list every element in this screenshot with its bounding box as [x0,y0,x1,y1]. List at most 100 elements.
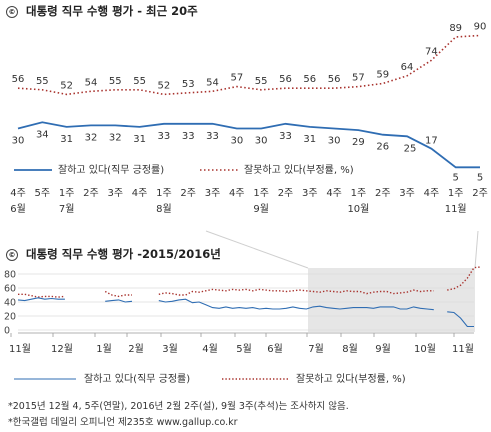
y-tick-label: 20 [4,312,16,323]
x-tick-label: 2주 [83,188,99,199]
sub-chart-title-text: 대통령 직무 수행 평가 -2015/2016년 [26,247,221,261]
x-month-label: 10월 [414,343,436,355]
x-month-label: 9월 [253,203,269,215]
x-month-label: 10월 [347,203,369,215]
disapproval-data-label: 55 [36,76,49,87]
disapproval-data-label: 90 [474,22,487,33]
disapproval-data-label: 52 [158,80,171,91]
approval-data-label: 17 [425,136,438,147]
approval-data-label: 30 [255,136,268,147]
footnote-source: *한국갤럽 데일리 오피니언 제235호 www.gallup.co.kr [8,417,238,428]
approval-data-label: 25 [404,143,417,154]
approval-data-label: 32 [85,132,98,143]
y-tick-label: 80 [4,270,16,281]
disapproval-data-label: 64 [401,62,414,73]
x-month-label: 11월 [445,203,467,215]
x-month-label: 6월 [267,343,283,355]
approval-data-label: 33 [206,131,219,142]
disapproval-data-label: 89 [449,23,462,34]
x-tick-label: 1주 [156,188,172,199]
disapproval-data-label: 54 [85,77,98,88]
approval-data-label: 33 [182,131,195,142]
approval-data-label: 33 [158,131,171,142]
y-tick-label: 60 [4,284,16,295]
approval-data-label: 5 [477,172,483,183]
x-tick-label: 2주 [375,188,391,199]
zoom-connector-right [474,230,479,269]
main-chart-title-text: 대통령 직무 수행 평가 - 최근 20주 [26,4,198,18]
x-month-label: 3월 [162,343,178,355]
x-tick-label: 4주 [132,188,148,199]
copyright-icon: © [6,249,18,261]
disapproval-line [17,34,481,96]
approval-data-label: 31 [303,134,316,145]
disapproval-data-label: 53 [182,79,195,90]
disapproval-data-label: 55 [109,76,122,87]
approval-data-label: 32 [109,132,122,143]
x-month-label: 1월 [96,343,112,355]
approval-data-label: 29 [352,137,365,148]
x-month-label: 6월 [10,203,26,215]
zoom-connector-left [205,230,309,269]
y-tick-label: 40 [4,298,16,309]
approval-data-label: 34 [36,129,49,140]
main-chart-title: © 대통령 직무 수행 평가 - 최근 20주 [6,3,198,19]
x-tick-label: 4주 [10,188,26,199]
approval-data-label: 30 [230,136,243,147]
disapproval-data-label: 57 [352,73,365,84]
approval-data-label: 30 [12,136,25,147]
x-tick-label: 3주 [399,188,415,199]
legend2-disapproval-label: 잘못하고 있다(부정률, %) [296,372,406,385]
x-tick-label: 1주 [351,188,367,199]
legend2-approval-label: 잘하고 있다(직무 긍정률) [84,372,190,385]
history-disapproval-line [18,266,481,298]
x-tick-label: 1주 [448,188,464,199]
x-tick-label: 3주 [302,188,318,199]
x-tick-label: 1주 [253,188,269,199]
approval-data-label: 33 [279,131,292,142]
x-tick-label: 4주 [229,188,245,199]
x-month-label: 8월 [342,343,358,355]
x-tick-label: 5주 [35,188,51,199]
disapproval-data-label: 56 [303,74,316,85]
x-tick-label: 3주 [205,188,221,199]
approval-data-label: 26 [376,142,389,153]
highlight-region [308,268,475,332]
x-month-label: 2월 [128,343,144,355]
x-tick-label: 3주 [107,188,123,199]
copyright-icon: © [6,6,18,18]
x-tick-label: 4주 [424,188,440,199]
x-month-label: 8월 [156,203,172,215]
disapproval-data-label: 56 [328,74,341,85]
x-month-label: 9월 [375,343,391,355]
disapproval-data-label: 56 [279,74,292,85]
x-month-label: 11월 [9,343,31,355]
footnote-survey: *2015년 12월 4, 5주(연말), 2016년 2월 2주(설), 9월… [8,401,349,412]
approval-line [17,121,480,169]
legend-approval-label: 잘하고 있다(직무 긍정률) [58,163,164,176]
approval-data-label: 31 [133,134,146,145]
x-month-label: 5월 [236,343,252,355]
disapproval-data-label: 55 [255,76,268,87]
x-month-label: 11월 [452,343,474,355]
disapproval-data-label: 55 [133,76,146,87]
history-approval-line [17,297,474,328]
x-tick-label: 2주 [472,188,488,199]
x-month-label: 7월 [308,343,324,355]
y-tick-label: 0 [4,326,10,337]
disapproval-data-label: 59 [376,70,389,81]
x-tick-label: 2주 [278,188,294,199]
disapproval-data-label: 57 [230,73,243,84]
approval-data-label: 31 [60,134,73,145]
approval-data-label: 5 [452,172,458,183]
disapproval-data-label: 56 [12,74,25,85]
disapproval-data-label: 52 [60,80,73,91]
sub-chart-title: © 대통령 직무 수행 평가 -2015/2016년 [6,246,221,262]
approval-data-label: 30 [328,136,341,147]
x-month-label: 7월 [59,203,75,215]
x-month-label: 4월 [202,343,218,355]
x-tick-label: 4주 [326,188,342,199]
legend-disapproval-label: 잘못하고 있다(부정률, %) [244,163,354,176]
